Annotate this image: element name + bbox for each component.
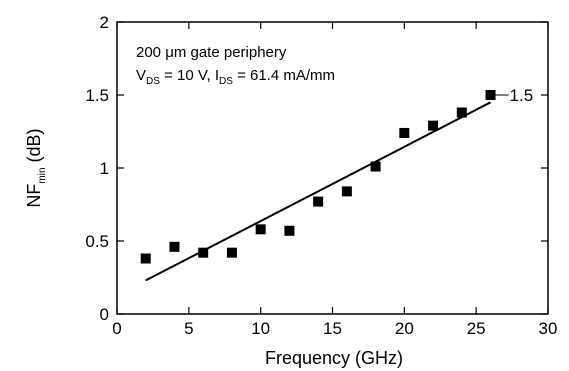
y-axis-label-unit: (dB) [24,128,44,167]
data-point [284,225,295,236]
x-axis-label: Frequency (GHz) [265,348,403,368]
annotation-i-sub: DS [219,76,233,87]
fit-line [145,101,491,282]
y-tick-label: 0.5 [85,232,109,251]
data-point [399,127,410,138]
data-point [428,120,439,131]
y-tick-label: 2 [100,13,109,32]
data-point [370,161,381,172]
x-tick-label: 5 [184,319,193,338]
y-axis-label-sub: min [37,167,48,183]
y-tick-label: 0 [100,305,109,324]
fit-line-group [145,101,491,282]
data-point [456,107,467,118]
data-point [226,247,237,258]
ticks: 0 5 10 15 20 25 30 0 0.5 1 1.5 2 [85,13,557,338]
plot-frame [116,21,549,315]
x-tick-label: 20 [395,319,414,338]
x-tick-label: 30 [539,319,558,338]
y-axis-label: NFmin (dB) [24,128,48,207]
axes [116,21,549,315]
annotation-i-value: = 61.4 mA/mm [233,67,335,84]
data-point [485,90,496,100]
annotation-bias: VDS = 10 V, IDS = 61.4 mA/mm [136,67,335,87]
data-point [341,186,352,197]
data-point [198,247,209,258]
data-points [140,90,496,264]
x-tick-label: 10 [251,319,270,338]
x-tick-label: 15 [323,319,342,338]
data-point [313,196,324,207]
annotation-v-value: = 10 V, I [160,67,219,84]
y-tick-label: 1.5 [85,86,109,105]
x-tick-label: 25 [467,319,486,338]
annotation-periphery: 200 μm gate periphery [136,44,287,61]
annotation-v: V [136,67,146,84]
y-axis-label-main: NF [24,184,44,208]
x-tick-label: 0 [112,319,121,338]
data-point [140,253,151,264]
data-point [255,224,266,235]
annotation-v-sub: DS [146,76,160,87]
y-tick-label: 1 [100,159,109,178]
data-point [169,241,180,252]
end-label: 1.5 [510,86,534,105]
